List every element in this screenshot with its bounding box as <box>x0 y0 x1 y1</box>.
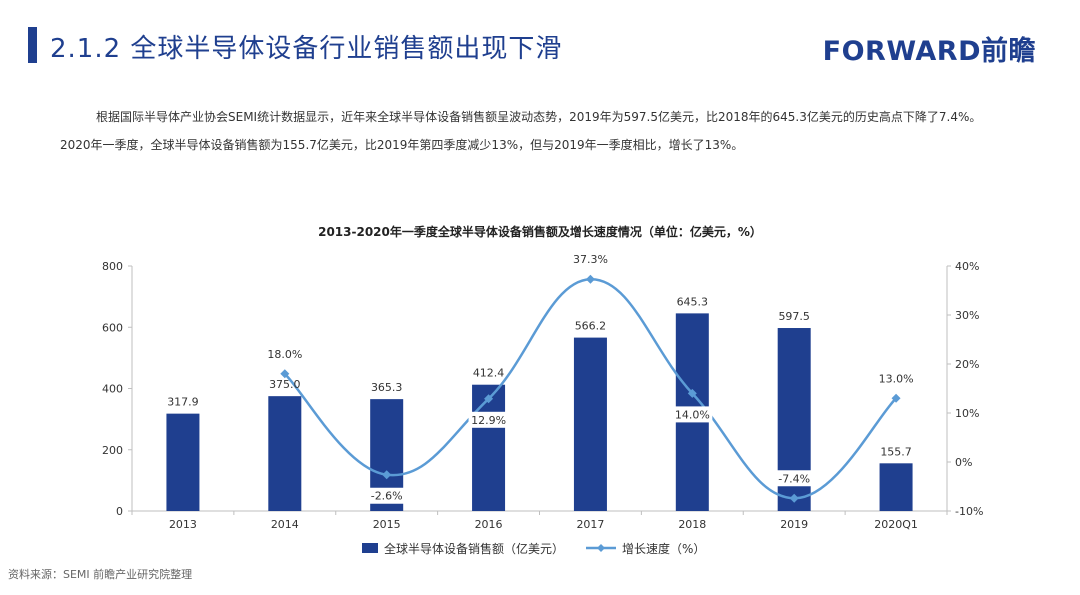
right-tick-label: 0% <box>955 456 972 469</box>
growth-point-2014 <box>280 369 290 379</box>
x-tick-label: 2015 <box>373 518 401 531</box>
left-tick-label: 400 <box>102 383 123 396</box>
growth-value-label: 14.0% <box>675 408 710 421</box>
page-title: 2.1.2 全球半导体设备行业销售额出现下滑 <box>50 34 563 64</box>
x-tick-label: 2017 <box>576 518 604 531</box>
growth-value-label: 12.9% <box>471 414 506 427</box>
intro-paragraph: 根据国际半导体产业协会SEMI统计数据显示，近年来全球半导体设备销售额呈波动态势… <box>60 110 982 152</box>
growth-label-bg <box>774 470 815 487</box>
bar-2017 <box>573 337 607 511</box>
right-tick-label: 40% <box>955 260 979 273</box>
growth-value-label: -2.6% <box>371 490 403 503</box>
left-tick-label: 200 <box>102 444 123 457</box>
x-tick-label: 2018 <box>678 518 706 531</box>
bar-value-label: 566.2 <box>575 320 607 333</box>
growth-label-bg <box>570 251 611 268</box>
growth-label-bg <box>876 370 917 387</box>
growth-label-bg <box>264 345 305 362</box>
growth-value-label: 18.0% <box>267 348 302 361</box>
x-tick-label: 2013 <box>169 518 197 531</box>
growth-point-2019 <box>789 493 799 503</box>
bar-2016 <box>472 384 506 511</box>
x-tick-label: 2019 <box>780 518 808 531</box>
growth-value-label: 37.3% <box>573 253 608 266</box>
x-tick-label: 2016 <box>475 518 503 531</box>
right-tick-label: 20% <box>955 358 979 371</box>
growth-point-2017 <box>585 274 595 284</box>
combo-chart: 0 200 400 600 800 -10% 0% 10% 20% 30% 40% 2013 2014 2… <box>102 251 983 556</box>
growth-value-label: -7.4% <box>778 472 810 485</box>
brand-logo: FORWARD前瞻 <box>822 36 1036 67</box>
bar-value-label: 597.5 <box>778 310 810 323</box>
legend-swatch-marker <box>597 544 605 552</box>
growth-point-2018 <box>687 388 697 398</box>
growth-label-bg <box>468 411 509 428</box>
right-tick-label: -10% <box>955 505 983 518</box>
growth-label-bg <box>366 487 407 504</box>
left-tick-label: 0 <box>116 505 123 518</box>
growth-value-label: 13.0% <box>879 372 914 385</box>
bar-value-label: 645.3 <box>677 295 709 308</box>
header-accent-bar <box>28 27 37 63</box>
legend-swatch-bar <box>362 543 378 553</box>
left-tick-label: 600 <box>102 321 123 334</box>
bar-value-label: 412.4 <box>473 367 505 380</box>
legend-label-bar: 全球半导体设备销售额（亿美元） <box>384 541 564 556</box>
left-tick-label: 800 <box>102 260 123 273</box>
chart-title: 2013-2020年一季度全球半导体设备销售额及增长速度情况（单位：亿美元，%） <box>318 225 762 239</box>
growth-label-bg <box>672 406 713 423</box>
growth-point-2020Q1 <box>891 393 901 403</box>
bar-value-label: 155.7 <box>880 445 912 458</box>
bar-2020Q1 <box>879 463 913 511</box>
x-tick-label: 2020Q1 <box>874 518 918 531</box>
x-tick-label: 2014 <box>271 518 299 531</box>
bar-2014 <box>268 396 302 511</box>
growth-point-2015 <box>382 470 392 480</box>
right-tick-label: 30% <box>955 309 979 322</box>
bar-2013 <box>166 413 200 511</box>
bar-value-label: 375.0 <box>269 378 301 391</box>
right-tick-label: 10% <box>955 407 979 420</box>
growth-point-2016 <box>484 394 494 404</box>
bar-value-label: 317.9 <box>167 396 199 409</box>
bar-value-label: 365.3 <box>371 381 403 394</box>
legend-label-line: 增长速度（%） <box>622 541 705 556</box>
source-note: 资料来源：SEMI 前瞻产业研究院整理 <box>8 568 193 581</box>
